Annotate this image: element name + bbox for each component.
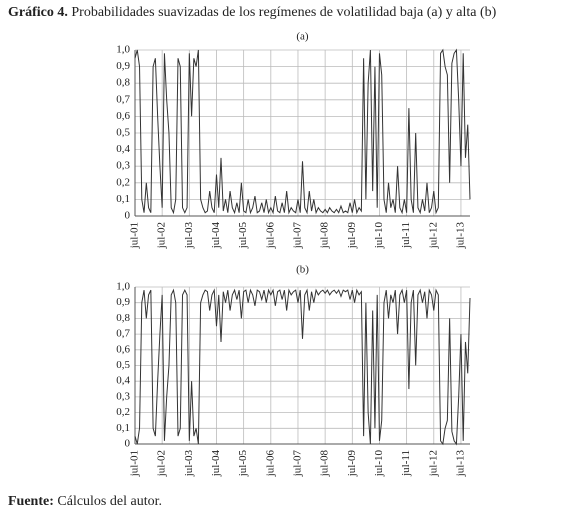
x-tick-label: jul-01 [129,450,141,477]
source-label: Fuente: [8,494,54,509]
series-line [134,288,471,446]
y-tick-label: 0,9 [116,296,130,308]
x-tick-label: jul-05 [237,450,249,478]
figure-heading: Gráfico 4. Probabilidades suavizadas de … [8,5,497,20]
y-tick-label: 0 [125,438,131,450]
y-tick-label: 0,3 [116,390,130,402]
x-tick-label: jul-10 [373,450,385,478]
y-tick-label: 0,8 [116,312,130,324]
x-tick-label: jul-03 [183,450,195,478]
y-tick-label: 0,7 [116,93,130,105]
y-tick-label: 1,0 [116,44,130,56]
y-tick-label: 0,1 [116,193,130,205]
x-tick-label: jul-10 [373,222,385,250]
x-tick-label: jul-11 [400,222,412,249]
x-tick-label: jul-03 [183,222,195,250]
y-tick-label: 0,2 [116,406,130,418]
figure-title: Probabilidades suavizadas de los regímen… [71,5,496,20]
y-tick-label: 0,4 [116,375,130,387]
x-tick-label: jul-01 [129,222,141,249]
x-tick-label: jul-09 [346,450,358,478]
x-tick-label: jul-05 [237,222,249,250]
x-tick-label: jul-11 [400,450,412,477]
x-tick-label: jul-02 [156,450,168,477]
y-tick-label: 0,6 [116,343,130,355]
x-tick-label: jul-08 [319,450,331,478]
y-tick-label: 0,1 [116,422,130,434]
x-tick-label: jul-07 [292,450,304,478]
x-tick-label: jul-02 [156,222,168,249]
x-tick-label: jul-12 [427,450,439,477]
x-tick-label: jul-13 [454,222,466,250]
x-tick-label: jul-09 [346,222,358,250]
y-tick-label: 0,3 [116,160,130,172]
x-tick-label: jul-13 [454,450,466,478]
y-tick-label: 0,9 [116,60,130,72]
y-tick-label: 0,8 [116,77,130,89]
figure-label: Gráfico 4. [8,5,68,20]
x-tick-label: jul-04 [210,450,222,478]
x-tick-label: jul-12 [427,222,439,249]
series-line [134,48,471,215]
y-tick-label: 0,2 [116,176,130,188]
y-tick-label: 0 [125,210,131,222]
y-tick-label: 0,7 [116,328,130,340]
x-tick-label: jul-07 [292,222,304,250]
x-tick-label: jul-04 [210,222,222,250]
x-tick-label: jul-06 [264,450,276,478]
y-tick-label: 0,4 [116,143,130,155]
x-tick-label: jul-06 [264,222,276,250]
chart-subtitle: (a) [296,31,309,43]
source-text: Cálculos del autor. [57,494,162,509]
y-tick-label: 0,5 [116,359,130,371]
y-tick-label: 0,6 [116,110,130,122]
x-tick-label: jul-08 [319,222,331,250]
y-tick-label: 0,5 [116,127,130,139]
chart-subtitle: (b) [296,264,309,276]
source-line: Fuente: Cálculos del autor. [8,494,162,509]
y-tick-label: 1,0 [116,281,130,293]
